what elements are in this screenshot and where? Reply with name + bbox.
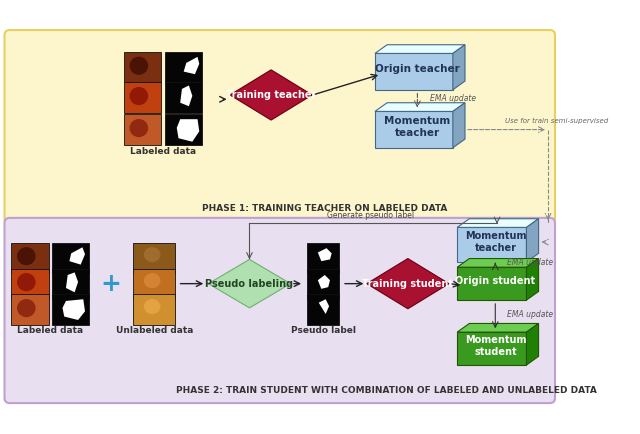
Text: Labeled data: Labeled data [130,147,196,156]
Text: Training teacher: Training teacher [226,90,316,100]
Text: EMA update: EMA update [429,94,476,103]
Polygon shape [318,248,332,261]
Polygon shape [209,260,291,308]
Polygon shape [457,332,527,365]
Bar [52,269,90,299]
Polygon shape [63,299,85,320]
Polygon shape [375,53,453,90]
Text: Momentum
teacher: Momentum teacher [385,116,451,138]
Ellipse shape [144,273,161,288]
Ellipse shape [129,87,148,105]
Bar [307,269,339,299]
Bar [52,295,90,325]
Bar [124,115,161,145]
Bar [12,243,49,273]
Bar [134,243,175,273]
Polygon shape [184,57,199,74]
Text: Pseudo label: Pseudo label [291,326,356,335]
Bar [124,82,161,113]
Polygon shape [457,259,539,267]
Polygon shape [180,85,193,106]
Bar [307,295,339,325]
Ellipse shape [144,299,161,314]
Polygon shape [527,219,539,262]
Text: EMA update: EMA update [508,258,554,267]
Bar [124,52,161,82]
Polygon shape [375,103,465,112]
Text: Training student: Training student [362,279,453,289]
Polygon shape [177,119,199,141]
Bar [134,295,175,325]
Bar [164,52,202,82]
Polygon shape [527,259,539,300]
Ellipse shape [17,273,36,291]
Polygon shape [375,112,453,148]
Ellipse shape [129,57,148,75]
Polygon shape [457,219,539,227]
Polygon shape [527,323,539,365]
Text: PHASE 2: TRAIN STUDENT WITH COMBINATION OF LABELED AND UNLABELED DATA: PHASE 2: TRAIN STUDENT WITH COMBINATION … [176,386,596,395]
Text: Use for train semi-supervised: Use for train semi-supervised [505,118,608,125]
Bar [164,115,202,145]
Polygon shape [375,45,465,53]
Polygon shape [367,259,449,309]
Text: PHASE 1: TRAINING TEACHER ON LABELED DATA: PHASE 1: TRAINING TEACHER ON LABELED DAT… [202,204,447,213]
Polygon shape [453,103,465,148]
Polygon shape [66,273,78,293]
Polygon shape [457,323,539,332]
Bar [12,295,49,325]
Bar [12,269,49,299]
FancyBboxPatch shape [4,30,555,224]
FancyBboxPatch shape [4,218,555,403]
Polygon shape [319,299,329,314]
Text: Pseudo labeling: Pseudo labeling [205,279,294,289]
Ellipse shape [144,247,161,262]
Text: Momentum
teacher: Momentum teacher [465,231,526,253]
Polygon shape [230,70,312,120]
Polygon shape [453,45,465,90]
Text: Momentum
student: Momentum student [465,335,526,357]
Text: Unlabeled data: Unlabeled data [116,326,193,335]
Bar [307,243,339,273]
Text: Labeled data: Labeled data [17,326,83,335]
Ellipse shape [129,119,148,137]
Ellipse shape [17,299,36,317]
Polygon shape [457,267,527,300]
Polygon shape [318,275,330,289]
Bar [164,82,202,113]
Text: +: + [100,272,122,296]
Bar [134,269,175,299]
Text: Origin student: Origin student [456,276,536,286]
Polygon shape [457,227,527,262]
Text: Generate pseudo label: Generate pseudo label [327,211,414,220]
Ellipse shape [17,247,36,265]
Text: EMA update: EMA update [508,310,554,319]
Bar [52,243,90,273]
Text: Origin teacher: Origin teacher [375,64,460,74]
Polygon shape [69,247,85,265]
